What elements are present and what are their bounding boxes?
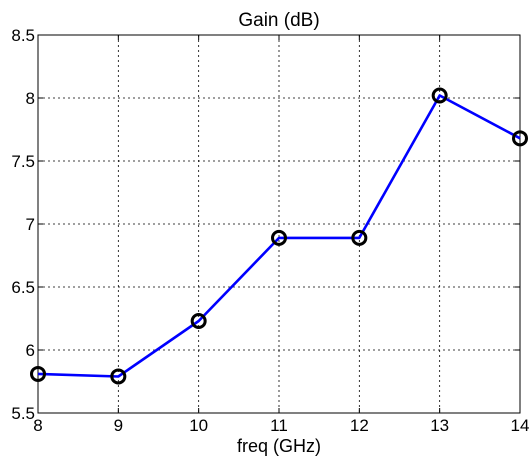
data-point [351, 229, 368, 246]
y-tick-label: 8.5 [11, 26, 35, 45]
data-point [190, 313, 207, 330]
ticks-layer: 8 9 10 11 12 13 14 5.5 6 6.5 7 7.5 8 8.5 [11, 26, 529, 435]
data-point [110, 368, 127, 385]
x-tick-label: 9 [114, 416, 123, 435]
chart-title: Gain (dB) [238, 10, 319, 31]
y-tick-label: 8 [26, 89, 35, 108]
y-tick-label: 7 [26, 215, 35, 234]
x-tick-label: 11 [270, 416, 288, 435]
series-layer [30, 87, 528, 385]
x-tick-label: 8 [33, 416, 42, 435]
y-tick-label: 7.5 [11, 152, 35, 171]
x-tick-label: 12 [350, 416, 369, 435]
grid-layer [38, 35, 520, 413]
y-tick-label: 6.5 [11, 278, 35, 297]
x-axis-label: freq (GHz) [237, 436, 321, 456]
data-point [30, 365, 46, 382]
series-line [37, 94, 521, 378]
x-tick-label: 10 [189, 416, 208, 435]
data-point [271, 229, 287, 246]
y-tick-label: 5.5 [11, 404, 35, 423]
data-point [431, 87, 448, 104]
x-tick-label: 13 [430, 416, 449, 435]
y-tick-label: 6 [26, 341, 35, 360]
x-tick-label: 14 [511, 416, 530, 435]
data-point [512, 130, 528, 147]
